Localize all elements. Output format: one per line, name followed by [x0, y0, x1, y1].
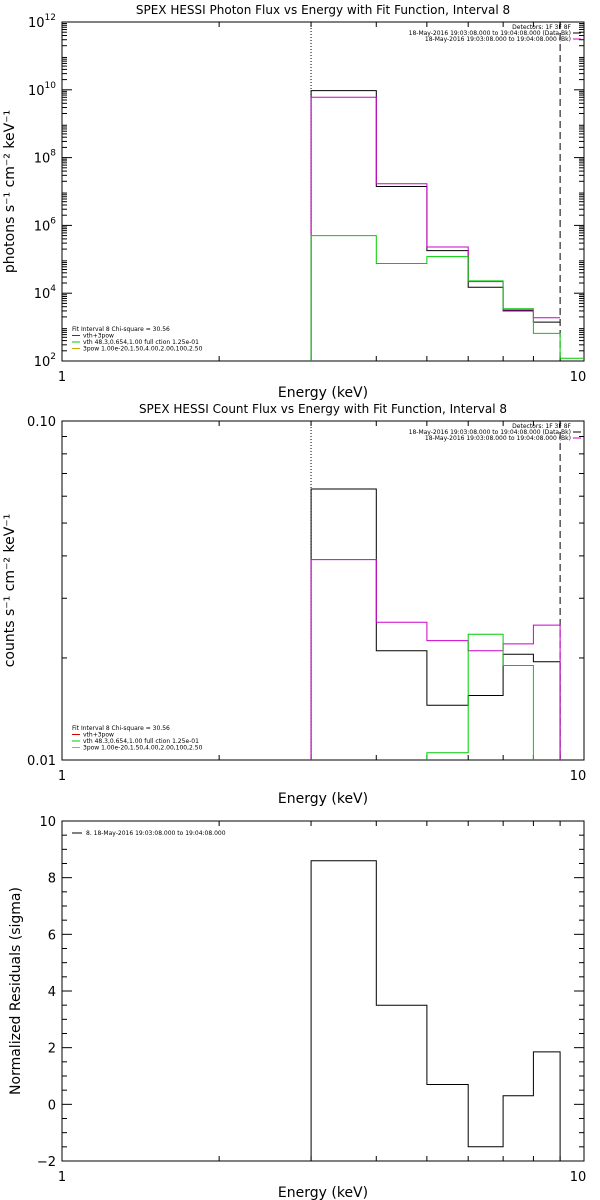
- x-tick-label: 10: [570, 1170, 587, 1185]
- legend-bottom-entry: vth 48.3,0.654,1.00 full ction 1.25e-01: [83, 339, 199, 346]
- legend-top-entry: Detectors: 1F 3F 8F: [512, 24, 571, 31]
- y-tick-label: 10: [39, 815, 56, 830]
- legend-bottom-entry: 3pow 1.00e-20,1.50,4.00,2.00,100,2.50: [83, 745, 203, 752]
- y-tick-label: 108: [34, 149, 57, 167]
- y-tick-exponent: 4: [50, 284, 56, 294]
- y-tick-label: 8: [48, 872, 56, 887]
- chart-panel-1: SPEX HESSI Photon Flux vs Energy with Fi…: [2, 3, 586, 401]
- y-tick-label: 104: [34, 284, 57, 302]
- x-tick-label: 1: [58, 1170, 66, 1185]
- legend-bottom-entry: vth+3pow: [83, 333, 114, 340]
- histogram-series-1: [310, 90, 561, 361]
- x-axis-label: Energy (keV): [278, 1185, 368, 1200]
- chart-title: SPEX HESSI Photon Flux vs Energy with Fi…: [136, 3, 510, 17]
- y-axis-label: photons s⁻¹ cm⁻² keV⁻¹: [2, 110, 18, 273]
- y-tick-label: 0.10: [27, 415, 56, 430]
- y-axis-label: counts s⁻¹ cm⁻² keV⁻¹: [2, 514, 18, 668]
- chart-panel-2: SPEX HESSI Count Flux vs Energy with Fit…: [2, 402, 586, 807]
- y-tick-base: 10: [34, 287, 51, 302]
- legend-bottom-entry: Fit Interval 8 Chi-square = 30.56: [72, 326, 170, 333]
- x-tick-label: 10: [570, 769, 587, 784]
- legend-bottom-entry: 3pow 1.00e-20,1.50,4.00,2.00,100,2.50: [83, 346, 203, 353]
- y-tick-base: 10: [28, 84, 45, 99]
- legend-bottom-entry: Fit Interval 8 Chi-square = 30.56: [72, 725, 170, 732]
- histogram-series-3: [426, 633, 534, 760]
- legend-top-entry: Detectors: 1F 3F 8F: [512, 423, 571, 430]
- legend-top-entry: 18-May-2016 19:03:08.000 to 19:04:08.000…: [425, 435, 571, 442]
- y-tick-label: 0.01: [27, 754, 56, 769]
- y-axis-label: Normalized Residuals (sigma): [8, 887, 24, 1095]
- legend-bottom-entry: vth 48.3,0.654,1.00 full ction 1.25e-01: [83, 738, 199, 745]
- histogram-series-3: [310, 235, 584, 361]
- histogram-series-2: [310, 559, 561, 760]
- y-tick-base: 10: [28, 16, 45, 31]
- y-tick-label: 6: [48, 928, 56, 943]
- y-tick-label: 106: [34, 216, 57, 234]
- x-axis-label: Energy (keV): [278, 385, 368, 401]
- y-tick-label: 1010: [28, 81, 56, 99]
- x-tick-label: 1: [58, 769, 66, 784]
- y-tick-exponent: 8: [50, 149, 56, 159]
- y-tick-label: −2: [37, 1155, 56, 1170]
- histogram-series-1: [310, 488, 561, 760]
- legend-top-entry: 18-May-2016 19:03:08.000 to 19:04:08.000…: [409, 30, 571, 37]
- y-tick-base: 10: [34, 355, 51, 370]
- y-tick-label: 0: [48, 1098, 56, 1113]
- legend-top-entry: 18-May-2016 19:03:08.000 to 19:04:08.000…: [409, 429, 571, 436]
- x-axis-label: Energy (keV): [278, 791, 368, 807]
- y-tick-exponent: 12: [45, 13, 56, 23]
- y-tick-label: 4: [48, 985, 56, 1000]
- x-tick-label: 1: [58, 370, 66, 385]
- histogram-series-2: [310, 96, 561, 361]
- legend-bottom-entry: vth+3pow: [83, 732, 114, 739]
- x-tick-label: 10: [570, 370, 587, 385]
- y-tick-exponent: 6: [50, 216, 56, 226]
- y-tick-label: 2: [48, 1042, 56, 1057]
- plot-frame: [61, 820, 585, 1162]
- plot-frame: [61, 21, 585, 362]
- chart-title: SPEX HESSI Count Flux vs Energy with Fit…: [139, 402, 507, 416]
- y-tick-label: 102: [34, 352, 56, 370]
- chart-panel-3: Energy (keV) Normalized Residuals (sigma)…: [8, 815, 586, 1200]
- y-tick-label: 1012: [28, 13, 56, 31]
- y-tick-base: 10: [34, 152, 51, 167]
- plot-frame: [61, 420, 585, 761]
- y-tick-exponent: 10: [45, 81, 57, 91]
- y-tick-base: 10: [34, 219, 51, 234]
- y-tick-exponent: 2: [50, 352, 56, 362]
- histogram-series-1: [310, 860, 561, 1161]
- legend-top-entry: 18-May-2016 19:03:08.000 to 19:04:08.000…: [425, 36, 571, 43]
- legend-top-entry: 8. 18-May-2016 19:03:08.000 to 19:04:08.…: [86, 830, 226, 837]
